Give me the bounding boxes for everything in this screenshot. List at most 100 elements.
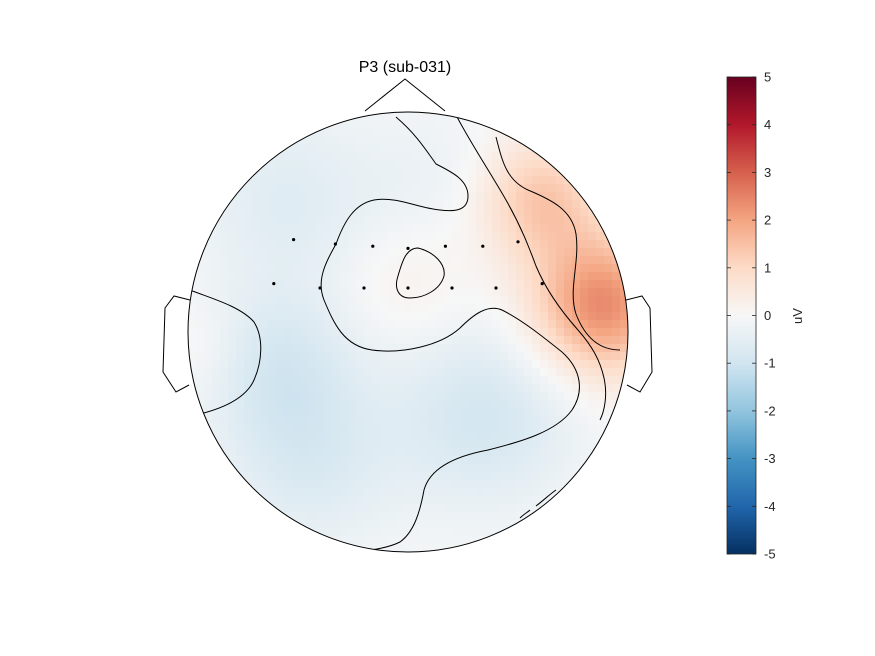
field-cell <box>460 264 469 273</box>
field-cell <box>468 184 477 193</box>
field-cell <box>492 512 501 521</box>
field-cell <box>588 224 597 233</box>
field-cell <box>364 456 373 465</box>
field-cell <box>540 368 549 377</box>
field-cell <box>436 232 445 241</box>
field-cell <box>524 448 533 457</box>
field-cell <box>500 224 509 233</box>
field-cell <box>356 352 365 361</box>
field-cell <box>220 336 229 345</box>
field-cell <box>196 416 205 425</box>
field-cell <box>372 528 381 537</box>
field-cell <box>444 136 453 145</box>
field-cell <box>532 184 541 193</box>
field-cell <box>524 480 533 489</box>
field-cell <box>428 424 437 433</box>
field-cell <box>268 392 277 401</box>
field-cell <box>580 416 589 425</box>
field-cell <box>580 184 589 193</box>
field-cell <box>252 392 261 401</box>
field-cell <box>364 152 373 161</box>
field-cell <box>260 184 269 193</box>
field-cell <box>444 440 453 449</box>
field-cell <box>212 288 221 297</box>
field-cell <box>524 456 533 465</box>
field-cell <box>364 472 373 481</box>
field-cell <box>404 352 413 361</box>
field-cell <box>300 312 309 321</box>
field-cell <box>516 216 525 225</box>
field-cell <box>292 184 301 193</box>
field-cell <box>484 136 493 145</box>
field-cell <box>548 176 557 185</box>
field-cell <box>420 192 429 201</box>
field-cell <box>268 272 277 281</box>
field-cell <box>572 200 581 209</box>
field-cell <box>372 280 381 289</box>
field-cell <box>340 312 349 321</box>
field-cell <box>372 328 381 337</box>
field-cell <box>308 256 317 265</box>
field-cell <box>276 448 285 457</box>
field-cell <box>444 504 453 513</box>
field-cell <box>348 312 357 321</box>
field-cell <box>372 152 381 161</box>
field-cell <box>508 472 517 481</box>
field-cell <box>516 464 525 473</box>
field-cell <box>276 376 285 385</box>
field-cell <box>388 264 397 273</box>
field-cell <box>372 352 381 361</box>
field-cell <box>236 440 245 449</box>
field-cell <box>612 344 621 353</box>
field-cell <box>412 232 421 241</box>
field-cell <box>340 152 349 161</box>
field-cell <box>436 136 445 145</box>
field-cell <box>516 328 525 337</box>
field-cell <box>580 264 589 273</box>
field-cell <box>412 464 421 473</box>
field-cell <box>412 456 421 465</box>
colorbar-tick-label: -5 <box>764 547 776 562</box>
field-cell <box>540 440 549 449</box>
field-cell <box>444 392 453 401</box>
field-cell <box>340 384 349 393</box>
field-cell <box>332 280 341 289</box>
field-cell <box>532 248 541 257</box>
field-cell <box>420 320 429 329</box>
field-cell <box>372 536 381 545</box>
field-cell <box>396 248 405 257</box>
field-cell <box>460 280 469 289</box>
field-cell <box>188 392 197 401</box>
field-cell <box>188 336 197 345</box>
field-cell <box>492 416 501 425</box>
field-cell <box>196 280 205 289</box>
field-cell <box>492 264 501 273</box>
field-cell <box>300 512 309 521</box>
field-cell <box>236 296 245 305</box>
field-cell <box>324 376 333 385</box>
field-cell <box>340 208 349 217</box>
field-cell <box>420 224 429 233</box>
field-cell <box>236 320 245 329</box>
field-cell <box>588 328 597 337</box>
field-cell <box>276 208 285 217</box>
field-cell <box>372 400 381 409</box>
field-cell <box>292 304 301 313</box>
field-cell <box>580 328 589 337</box>
field-cell <box>204 400 213 409</box>
field-cell <box>292 224 301 233</box>
field-cell <box>500 400 509 409</box>
field-cell <box>428 192 437 201</box>
field-cell <box>612 384 621 393</box>
field-cell <box>340 200 349 209</box>
field-cell <box>316 336 325 345</box>
field-cell <box>236 248 245 257</box>
field-cell <box>388 280 397 289</box>
field-cell <box>308 192 317 201</box>
field-cell <box>468 528 477 537</box>
field-cell <box>548 376 557 385</box>
field-cell <box>548 304 557 313</box>
field-cell <box>292 504 301 513</box>
field-cell <box>396 128 405 137</box>
field-cell <box>380 512 389 521</box>
